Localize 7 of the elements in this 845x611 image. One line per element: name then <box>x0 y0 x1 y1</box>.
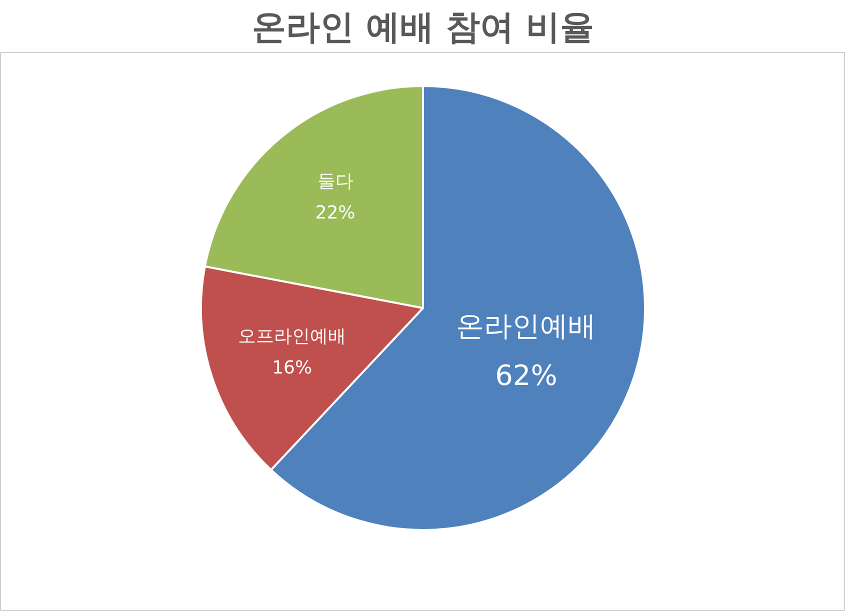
slice-label: 오프라인예배 <box>238 326 346 348</box>
data-label: 62% <box>495 358 558 392</box>
slice-label: 온라인예배 <box>456 309 596 342</box>
data-label: 22% <box>315 202 356 224</box>
slice-label: 둘다 <box>317 171 354 192</box>
chart-title: 온라인 예배 참여 비율 <box>252 8 594 48</box>
data-label: 16% <box>272 358 312 379</box>
